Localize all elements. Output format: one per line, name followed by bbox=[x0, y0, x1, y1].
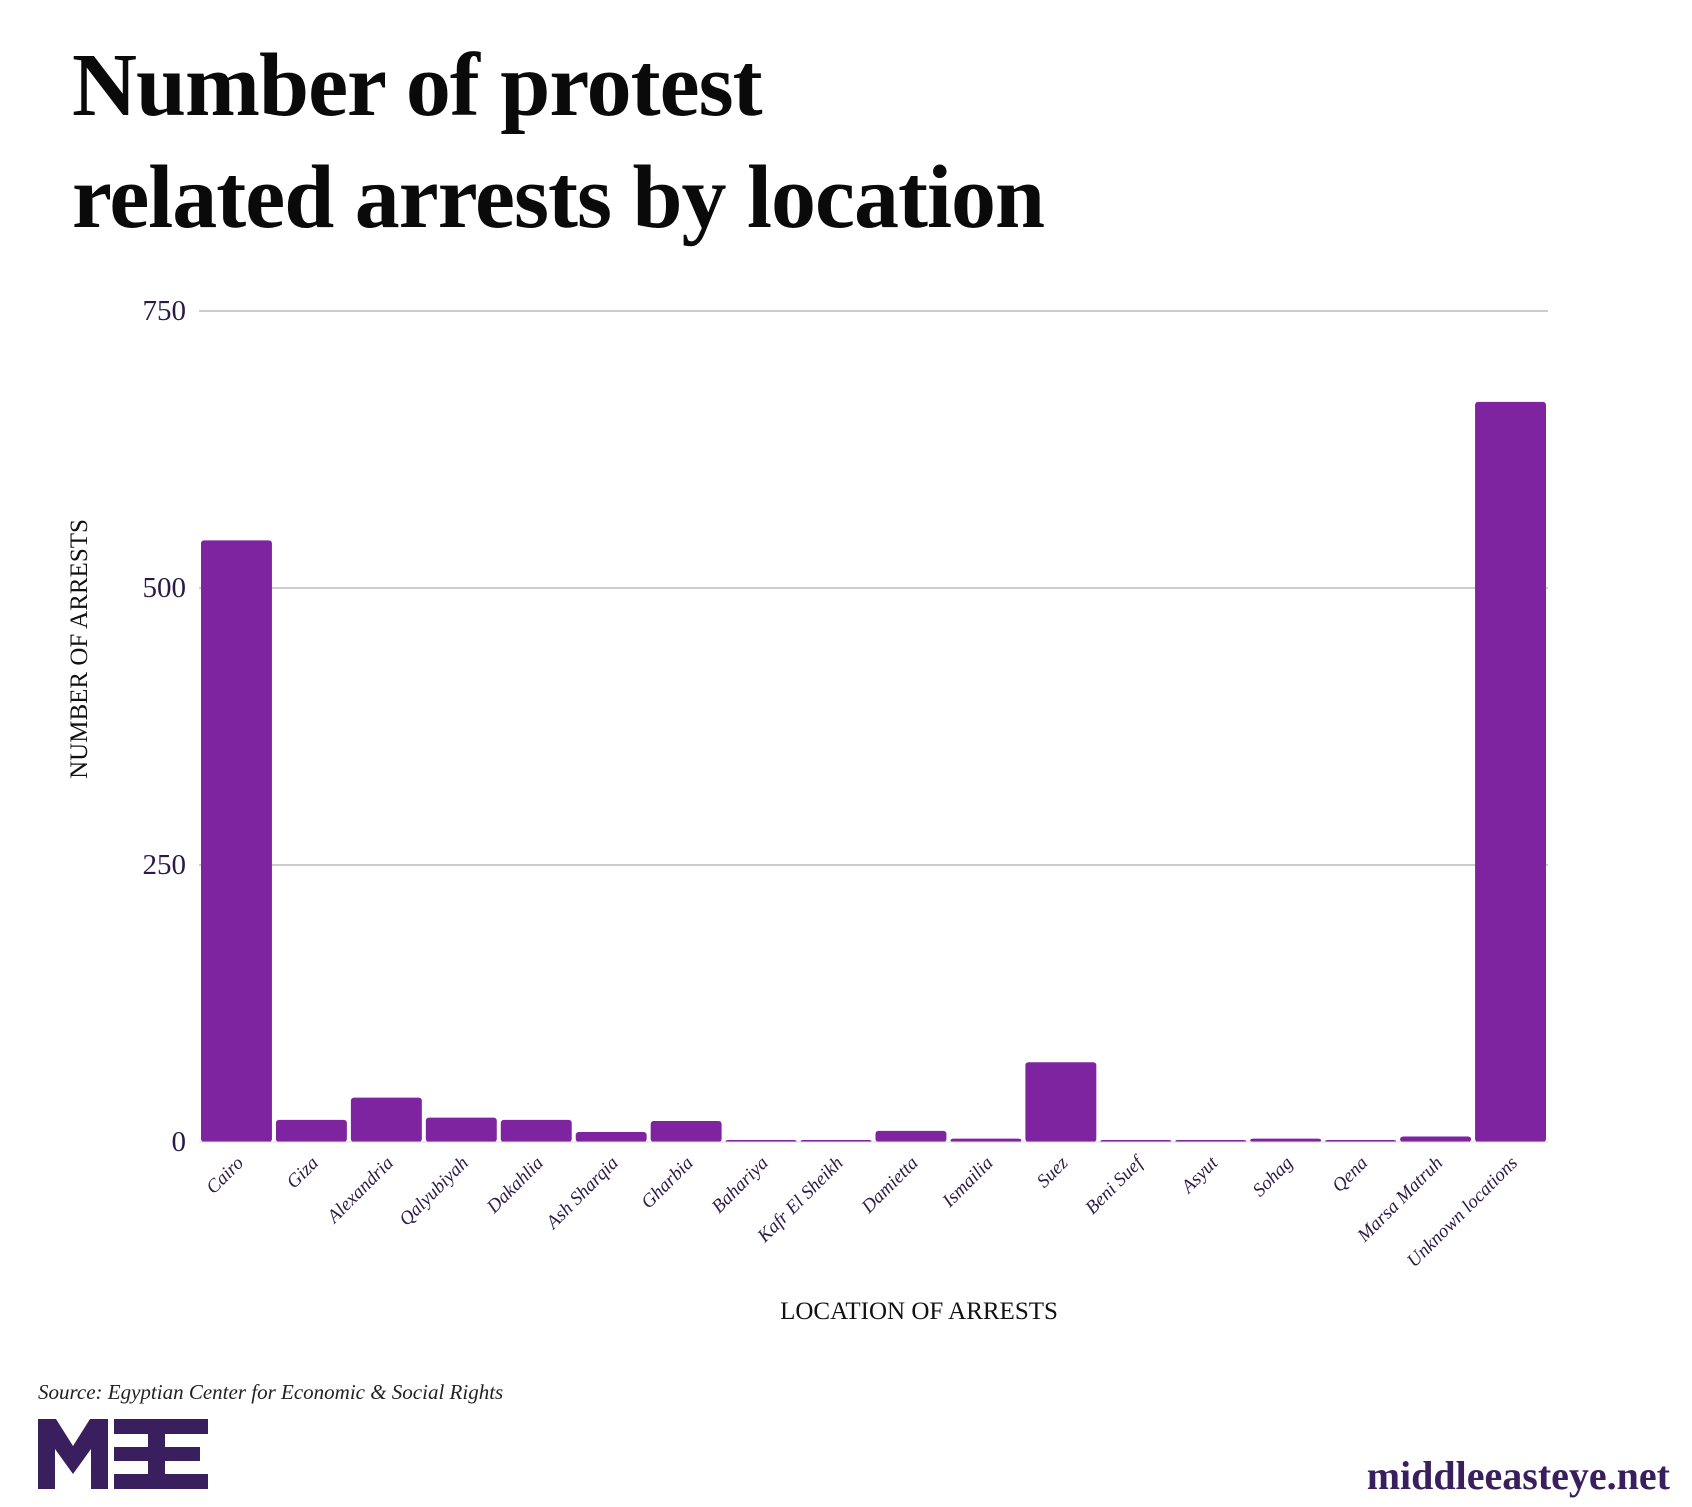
x-tick-label: Asyut bbox=[1176, 1152, 1223, 1199]
x-tick-label: Qalyubiyah bbox=[395, 1153, 473, 1231]
x-tick-label: Alexandria bbox=[322, 1153, 398, 1229]
x-tick-label: Giza bbox=[283, 1153, 323, 1193]
bar bbox=[350, 1097, 422, 1142]
y-tick-label: 500 bbox=[143, 572, 187, 604]
bar bbox=[575, 1132, 647, 1142]
x-tick-label: Sohag bbox=[1249, 1153, 1297, 1201]
bar bbox=[1250, 1138, 1322, 1142]
title-line-1: Number of protest bbox=[72, 36, 763, 135]
x-tick-label: Dakahlia bbox=[482, 1153, 548, 1219]
x-tick-label: Ash Sharqia bbox=[541, 1153, 623, 1235]
y-tick-labels: 0 250 500 750 bbox=[143, 295, 187, 1158]
site-url[interactable]: middleeasteye.net bbox=[1366, 1453, 1670, 1498]
x-tick-label: Suez bbox=[1033, 1152, 1073, 1192]
mee-logo bbox=[38, 1419, 208, 1489]
bar-chart: 0 250 500 750 Cairo Giza AlexandriaQalyubiyah… bbox=[66, 295, 1548, 1325]
bar bbox=[1400, 1136, 1472, 1142]
bar bbox=[201, 540, 272, 1142]
chart-title: Number of protest related arrests by loc… bbox=[72, 30, 1045, 254]
gridlines bbox=[199, 310, 1548, 866]
title-line-2: related arrests by location bbox=[72, 148, 1045, 247]
bar bbox=[875, 1130, 947, 1142]
x-tick-label: Ismailia bbox=[938, 1153, 998, 1213]
y-tick-label: 750 bbox=[143, 295, 187, 327]
y-axis-label: NUMBER OF ARRESTS bbox=[66, 519, 93, 779]
bar bbox=[425, 1117, 497, 1142]
x-tick-label: Beni Suef bbox=[1081, 1151, 1149, 1219]
bar bbox=[650, 1120, 722, 1142]
x-tick-label: Cairo bbox=[202, 1153, 248, 1199]
y-tick-label: 250 bbox=[143, 849, 187, 881]
bar bbox=[1025, 1062, 1097, 1142]
bar bbox=[500, 1119, 572, 1142]
x-tick-label: Gharbia bbox=[637, 1153, 697, 1213]
bar bbox=[1475, 401, 1546, 1143]
x-tick-label: Qena bbox=[1328, 1153, 1372, 1197]
source-note: Source: Egyptian Center for Economic & S… bbox=[38, 1380, 504, 1404]
x-tick-label: Damietta bbox=[857, 1153, 923, 1219]
x-axis-label: LOCATION OF ARRESTS bbox=[780, 1298, 1058, 1325]
x-tick-label: Bahariya bbox=[708, 1153, 773, 1218]
bar bbox=[950, 1138, 1022, 1142]
y-tick-label: 0 bbox=[172, 1126, 187, 1158]
bar bbox=[275, 1119, 347, 1142]
bars bbox=[199, 401, 1548, 1143]
